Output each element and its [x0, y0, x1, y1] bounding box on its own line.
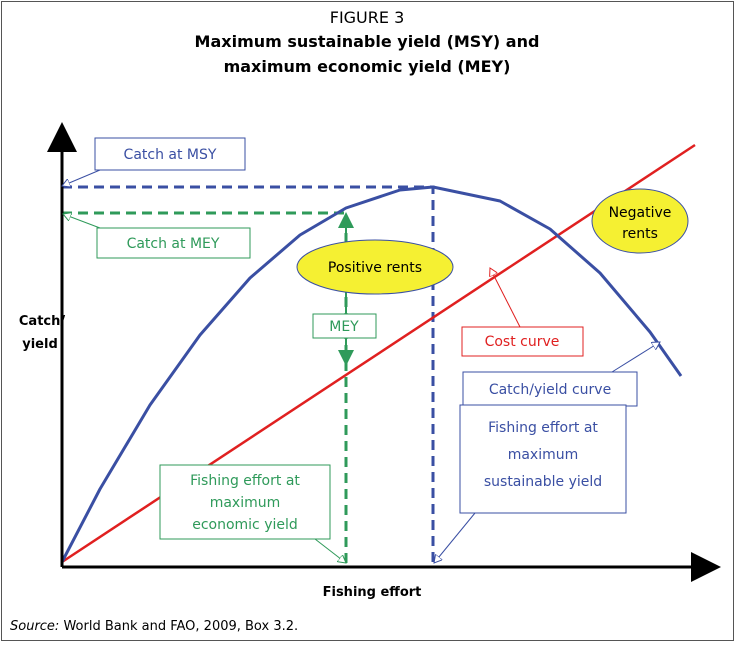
label-box — [96, 227, 251, 259]
label: Cost curve — [485, 334, 560, 350]
callout — [434, 512, 476, 563]
label: Catch at MSY — [124, 147, 217, 163]
label: rents — [622, 226, 658, 242]
callout — [63, 214, 101, 229]
label: Fishing effort at — [488, 420, 598, 436]
y-axis-label: Catch/ — [19, 314, 65, 329]
label: Catch/yield curve — [489, 382, 611, 398]
label-box — [312, 313, 377, 339]
label: MEY — [329, 319, 359, 335]
ellipse — [296, 239, 454, 295]
callout — [62, 169, 101, 186]
figure-number: FIGURE 3 — [330, 8, 405, 27]
label-box — [462, 371, 638, 407]
source-prefix: Source: — [10, 619, 59, 634]
ellipse — [591, 188, 689, 254]
source-text: World Bank and FAO, 2009, Box 3.2. — [59, 619, 298, 634]
label-box — [459, 404, 627, 514]
callout — [314, 538, 346, 563]
callout — [490, 268, 521, 328]
label: economic yield — [192, 517, 298, 533]
y-axis-label: yield — [22, 337, 58, 352]
label-box — [94, 137, 246, 171]
callout — [611, 342, 660, 373]
label: Positive rents — [328, 260, 422, 276]
label-box — [159, 464, 331, 540]
mey-guide — [62, 211, 348, 567]
label: Negative — [609, 205, 672, 221]
x-axis-label: Fishing effort — [323, 585, 422, 600]
yield-curve — [60, 185, 683, 563]
title: maximum economic yield (MEY) — [224, 57, 511, 76]
source: Source: World Bank and FAO, 2009, Box 3.… — [10, 619, 298, 634]
label: maximum — [508, 447, 579, 463]
label-box — [461, 326, 584, 357]
label: sustainable yield — [484, 474, 602, 490]
title: Maximum sustainable yield (MSY) and — [195, 32, 540, 51]
label: maximum — [210, 495, 281, 511]
label: Catch at MEY — [127, 236, 220, 252]
label: Fishing effort at — [190, 473, 300, 489]
